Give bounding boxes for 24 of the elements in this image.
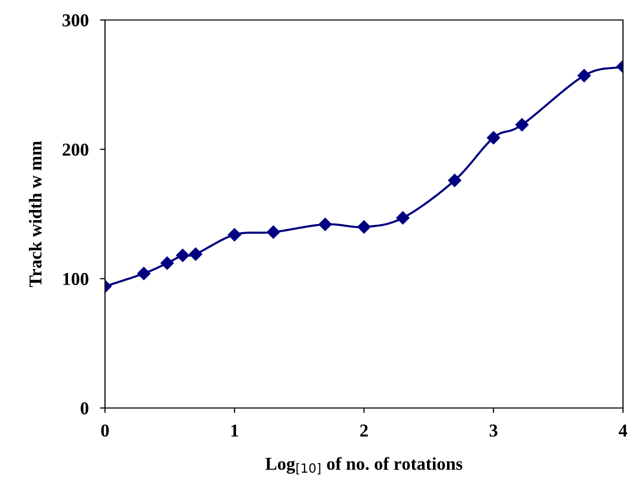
point [578, 69, 591, 82]
y-axis-title: Track width w mm [28, 140, 42, 288]
point [396, 211, 410, 224]
point [160, 256, 174, 270]
x-tick-label: 4 [618, 424, 628, 436]
point [228, 228, 242, 242]
point [137, 266, 150, 280]
point [357, 220, 371, 234]
y-tick-label: 300 [62, 14, 88, 26]
point [266, 226, 280, 239]
x-tick-label: 3 [490, 424, 498, 437]
point [448, 174, 462, 187]
point [486, 131, 500, 144]
point [176, 248, 190, 262]
x-tick-label: 1 [231, 424, 238, 436]
x-tick-label: 2 [360, 424, 368, 436]
y-tick-label: 200 [62, 144, 88, 156]
y-tick-label: 100 [63, 272, 88, 286]
x-tick-label: 0 [101, 424, 109, 437]
point [318, 218, 332, 231]
y-tick-label: 0 [80, 402, 88, 414]
point [515, 118, 529, 132]
point [189, 248, 202, 261]
x-axis-title: Log$_{[10]}$ of no. of rotations [265, 457, 462, 474]
